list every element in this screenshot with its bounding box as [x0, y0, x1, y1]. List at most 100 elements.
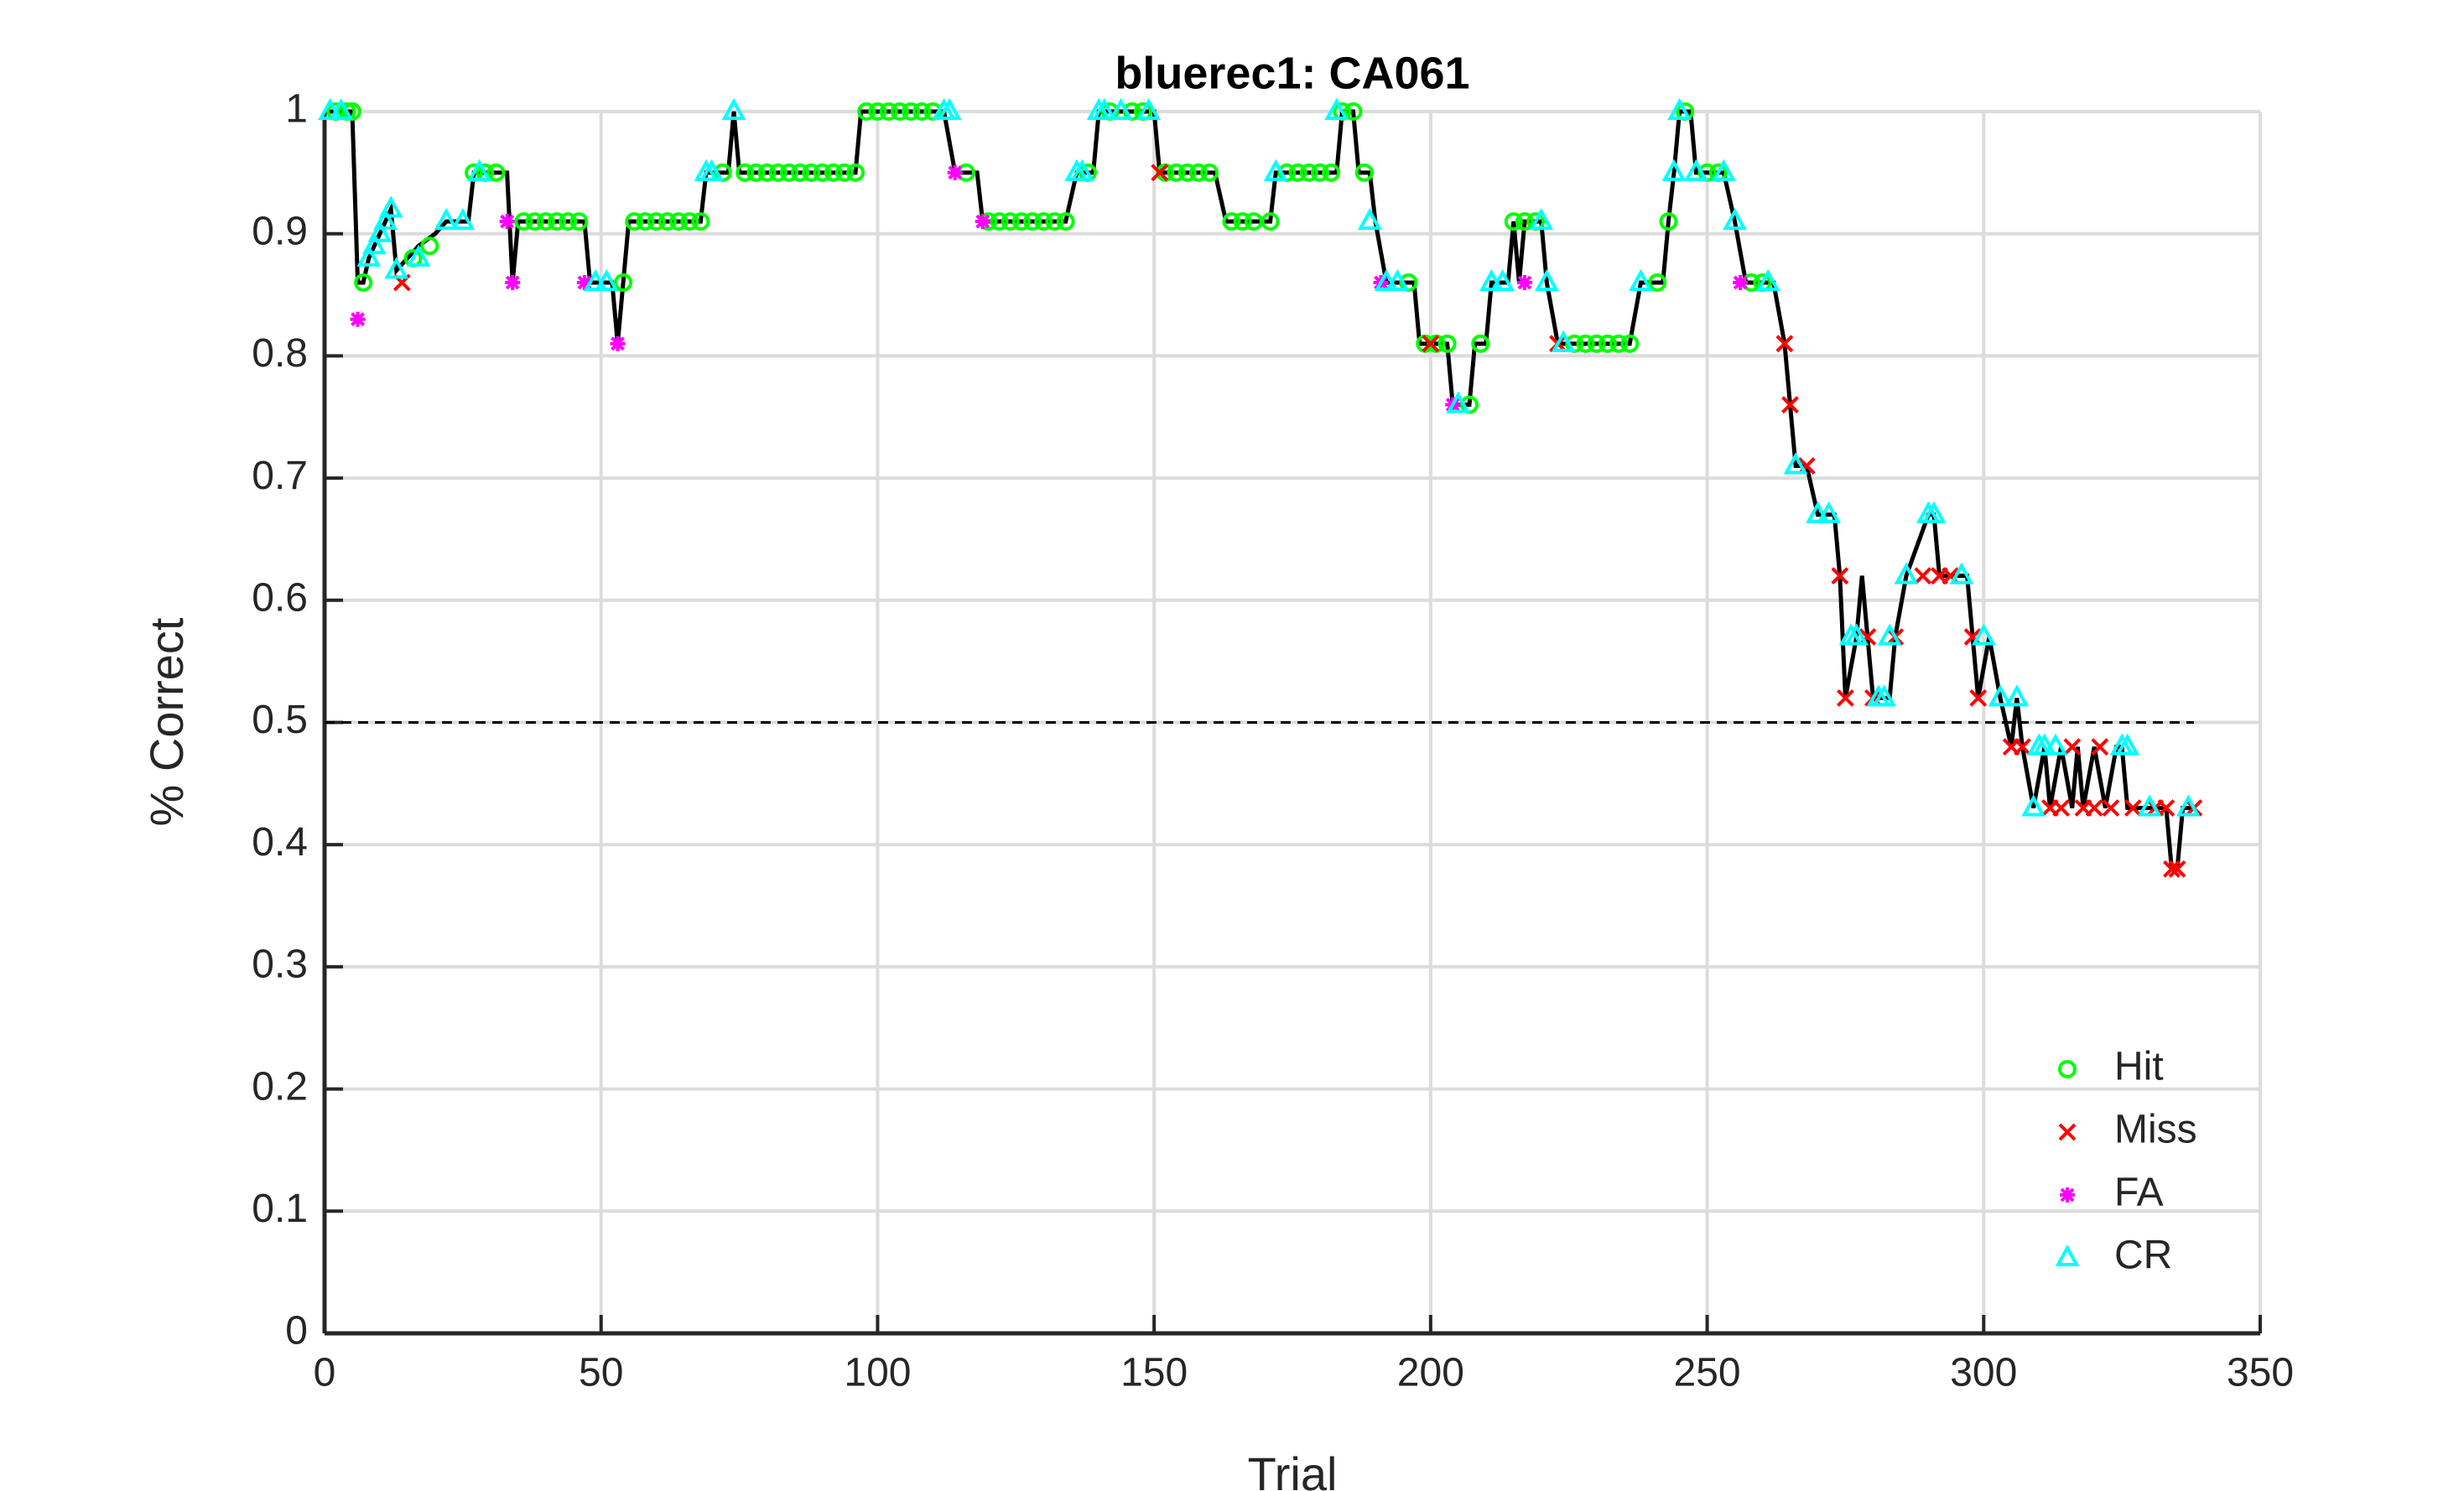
y-tick-label: 1 [285, 87, 308, 132]
marker-triangle [1971, 623, 1996, 646]
y-tick-label: 0 [285, 1309, 308, 1353]
marker-circle [1354, 163, 1374, 182]
marker-circle [813, 163, 832, 182]
marker-circle [1620, 334, 1640, 353]
marker-cross [2157, 799, 2175, 817]
marker-circle [1609, 334, 1629, 353]
y-axis-label: % Correct [140, 617, 193, 826]
marker-triangle [1755, 268, 1780, 291]
y-tick-label: 0.9 [252, 209, 308, 253]
marker-circle [1471, 334, 1490, 353]
x-tick-label: 100 [844, 1351, 911, 1395]
marker-circle [354, 273, 373, 292]
marker-triangle [2043, 733, 2068, 756]
legend-label: Miss [2114, 1108, 2197, 1152]
marker-triangle [594, 268, 619, 291]
marker-circle [1288, 163, 1307, 182]
marker-circle [1598, 334, 1617, 353]
marker-circle [757, 163, 777, 182]
marker-circle [1299, 163, 1318, 182]
marker-circle [1344, 102, 1363, 121]
marker-triangle [699, 158, 724, 181]
marker-circle [746, 163, 766, 182]
marker-triangle [373, 207, 398, 231]
marker-circle [1177, 163, 1197, 182]
marker-triangle [384, 257, 409, 279]
y-tick-label: 0.8 [252, 331, 308, 376]
marker-circle [846, 163, 866, 182]
marker-asterisk [499, 214, 515, 230]
marker-triangle [1723, 207, 1747, 231]
marker-circle [1659, 212, 1678, 231]
marker-circle [868, 102, 887, 121]
marker-triangle [2021, 794, 2046, 817]
marker-circle [547, 212, 566, 231]
marker-cross [2014, 738, 2031, 756]
marker-triangle [361, 232, 387, 255]
marker-circle [768, 163, 788, 182]
marker-triangle [1490, 268, 1515, 291]
marker-circle [559, 212, 578, 231]
marker-circle [420, 236, 439, 256]
marker-triangle [721, 97, 746, 120]
marker-triangle [378, 195, 403, 218]
marker-triangle [1529, 207, 1554, 231]
marker-triangle [467, 158, 492, 181]
marker-circle [1222, 212, 1241, 231]
marker-circle [625, 212, 644, 231]
marker-circle [990, 212, 1009, 231]
marker-circle [1056, 212, 1075, 231]
marker-triangle [1872, 684, 1896, 707]
marker-circle [569, 212, 589, 231]
marker-triangle [1894, 562, 1919, 584]
x-axis-label: Trial [1248, 1447, 1338, 1491]
marker-triangle [1357, 207, 1382, 231]
marker-circle [1437, 334, 1457, 353]
marker-circle [680, 212, 699, 231]
marker-circle [647, 212, 666, 231]
marker-triangle [1385, 268, 1410, 291]
marker-cross [2085, 799, 2103, 817]
marker-circle [691, 212, 710, 231]
y-tick-label: 0.7 [252, 454, 308, 498]
legend-marker [2058, 1123, 2077, 1141]
marker-circle [1576, 334, 1595, 353]
marker-cross [1831, 567, 1849, 585]
marker-triangle [1446, 391, 1471, 413]
marker-triangle [356, 244, 382, 267]
marker-triangle [1988, 684, 2013, 707]
marker-cross [2163, 860, 2181, 878]
marker-circle [1200, 163, 1219, 182]
marker-triangle [1263, 158, 1288, 181]
marker-cross [2102, 799, 2120, 817]
marker-circle [901, 102, 920, 121]
x-tick-label: 350 [2227, 1351, 2294, 1395]
y-tick-label: 0.6 [252, 575, 308, 620]
marker-circle [1322, 163, 1341, 182]
marker-circle [791, 163, 810, 182]
marker-triangle [1711, 158, 1736, 181]
marker-cross [2124, 799, 2142, 817]
marker-cross [1914, 567, 1932, 585]
marker-triangle [1877, 623, 1902, 646]
marker-circle [1310, 163, 1329, 182]
marker-circle [824, 163, 843, 182]
marker-cross [1837, 688, 1854, 707]
marker-triangle [450, 207, 476, 231]
marker-triangle [1136, 97, 1161, 120]
marker-cross [2052, 799, 2071, 817]
y-tick-label: 0.3 [252, 943, 308, 987]
marker-circle [779, 163, 798, 182]
marker-triangle [1661, 158, 1687, 181]
marker-circle [525, 212, 544, 231]
y-tick-label: 0.1 [252, 1187, 308, 1231]
marker-asterisk [947, 164, 963, 180]
marker-circle [669, 212, 689, 231]
marker-triangle [329, 97, 354, 120]
marker-cross [1151, 164, 1169, 182]
marker-cross [1781, 396, 1799, 414]
marker-circle [1648, 273, 1667, 292]
marker-triangle [1949, 562, 1974, 584]
